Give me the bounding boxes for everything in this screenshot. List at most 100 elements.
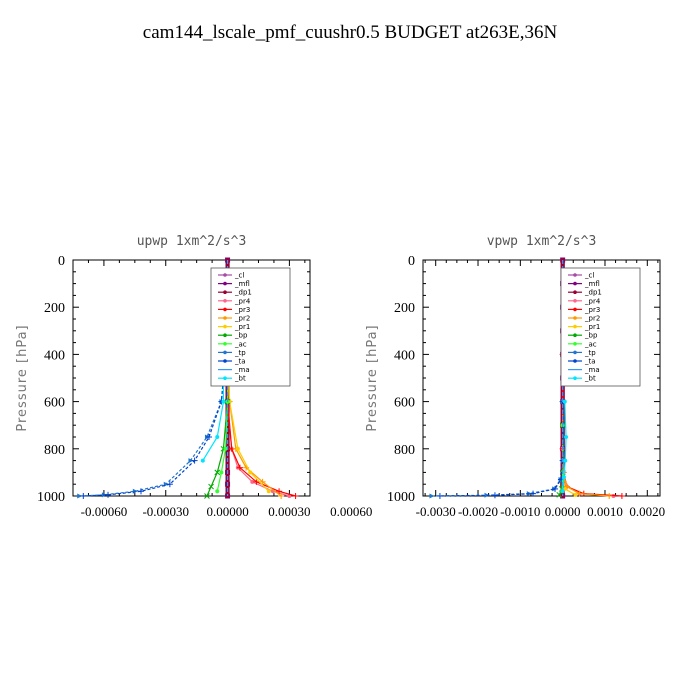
- legend-label: _pr2: [584, 315, 600, 323]
- x-tick-label: -0.0010: [500, 504, 540, 519]
- data-point: [200, 458, 205, 463]
- x-tick-label: 0.0020: [629, 504, 665, 519]
- legend-marker: [223, 324, 227, 329]
- legend-marker: [223, 290, 227, 295]
- data-point: [556, 491, 563, 498]
- legend-label: _pr1: [584, 323, 600, 331]
- series-tp: [429, 399, 566, 499]
- data-point: [188, 458, 194, 464]
- legend: _cl_mfl_dp1_pr4_pr3_pr2_pr1_bp_ac_tp_ta_…: [210, 267, 291, 387]
- legend-marker: [573, 307, 577, 312]
- legend-marker: [223, 376, 227, 381]
- legend-label: _pr3: [584, 306, 600, 314]
- data-point: [248, 470, 253, 475]
- legend-label: _bp: [584, 332, 598, 340]
- legend-marker: [573, 342, 577, 346]
- data-point: [208, 483, 214, 490]
- legend-label: _bt: [234, 375, 246, 383]
- legend-label: _cl: [584, 272, 594, 280]
- legend-label: _pr4: [584, 297, 601, 305]
- y-tick-label: 1000: [37, 490, 65, 505]
- series-tp: [77, 309, 233, 499]
- data-point: [223, 446, 228, 451]
- series-line: [79, 311, 231, 497]
- legend-marker: [223, 350, 227, 355]
- chart-panel-1: upwp 1xm^2/s^3 Pressure [hPa] 0 200 400 600 80…: [15, 234, 372, 519]
- legend-marker: [573, 324, 577, 329]
- series-pr2: [559, 398, 613, 499]
- series-line: [562, 401, 610, 497]
- legend-marker: [223, 342, 227, 346]
- data-point: [250, 479, 255, 484]
- data-point: [235, 446, 240, 451]
- data-point: [221, 399, 226, 404]
- legend-label: _ma: [584, 366, 600, 374]
- data-point: [561, 475, 566, 480]
- legend-label: _mfl: [584, 280, 600, 288]
- legend: _cl_mfl_dp1_pr4_pr3_pr2_pr1_bp_ac_tp_ta_…: [560, 267, 641, 387]
- chart-title: vpwp 1xm^2/s^3: [487, 234, 597, 249]
- series-line: [431, 401, 564, 497]
- y-tick-label: 800: [394, 443, 415, 458]
- y-tick-label: 600: [394, 396, 415, 411]
- legend-marker: [573, 359, 577, 363]
- legend-label: _pr4: [234, 297, 251, 305]
- legend-label: _mfl: [234, 280, 250, 288]
- legend-label: _ta: [234, 358, 246, 366]
- y-axis-label: Pressure [hPa]: [365, 324, 380, 431]
- y-axis-label: Pressure [hPa]: [15, 324, 30, 431]
- legend-marker: [573, 299, 577, 303]
- y-tick-label: 200: [44, 301, 65, 316]
- x-tick-label: 0.00030: [268, 504, 310, 519]
- legend-label: _ac: [234, 340, 247, 348]
- data-point: [204, 493, 210, 499]
- chart-title: upwp 1xm^2/s^3: [137, 234, 247, 249]
- legend-label: _dp1: [234, 289, 252, 297]
- x-tick-label: -0.0020: [458, 504, 498, 519]
- legend-marker: [223, 316, 227, 320]
- legend-label: _cl: [234, 272, 244, 280]
- series-bt: [560, 399, 569, 494]
- data-point: [215, 435, 220, 439]
- x-tick-label: 0.0000: [545, 504, 581, 519]
- legend-label: _pr3: [234, 306, 250, 314]
- legend-label: _ta: [584, 358, 596, 366]
- legend-marker: [573, 273, 577, 277]
- data-point: [563, 458, 568, 463]
- x-tick-label: -0.00060: [81, 504, 128, 519]
- legend-label: _ma: [234, 366, 250, 374]
- legend-label: _bp: [234, 332, 248, 340]
- legend-marker: [573, 281, 577, 286]
- data-point: [214, 469, 221, 476]
- data-point: [573, 492, 578, 497]
- y-tick-label: 0: [408, 254, 415, 269]
- legend-marker: [573, 316, 577, 320]
- y-tick-label: 1000: [387, 490, 415, 505]
- legend-marker: [223, 273, 227, 277]
- legend-marker: [223, 359, 227, 363]
- legend-label: _dp1: [584, 289, 602, 297]
- y-tick-label: 800: [44, 443, 65, 458]
- legend-label: _tp: [234, 349, 246, 357]
- legend-label: _pr2: [234, 315, 250, 323]
- x-tick-label: 0.0010: [587, 504, 623, 519]
- x-tick-label: 0.00060: [330, 504, 372, 519]
- data-point: [219, 470, 224, 475]
- data-point: [77, 493, 83, 499]
- y-tick-label: 400: [44, 348, 65, 363]
- legend-marker: [223, 333, 227, 338]
- legend-marker: [223, 281, 227, 286]
- data-point: [562, 399, 567, 404]
- legend-marker: [573, 350, 577, 355]
- legend-marker: [573, 376, 577, 381]
- y-tick-label: 600: [44, 396, 65, 411]
- data-point: [564, 435, 569, 439]
- legend-marker: [223, 307, 227, 312]
- y-tick-label: 0: [58, 254, 65, 269]
- chart-panel-2: vpwp 1xm^2/s^3 Pressure [hPa] 0 200 400 600 80…: [365, 234, 665, 519]
- x-tick-label: 0.00000: [206, 504, 248, 519]
- legend-label: _ac: [584, 340, 597, 348]
- y-tick-label: 400: [394, 348, 415, 363]
- data-point: [266, 489, 271, 494]
